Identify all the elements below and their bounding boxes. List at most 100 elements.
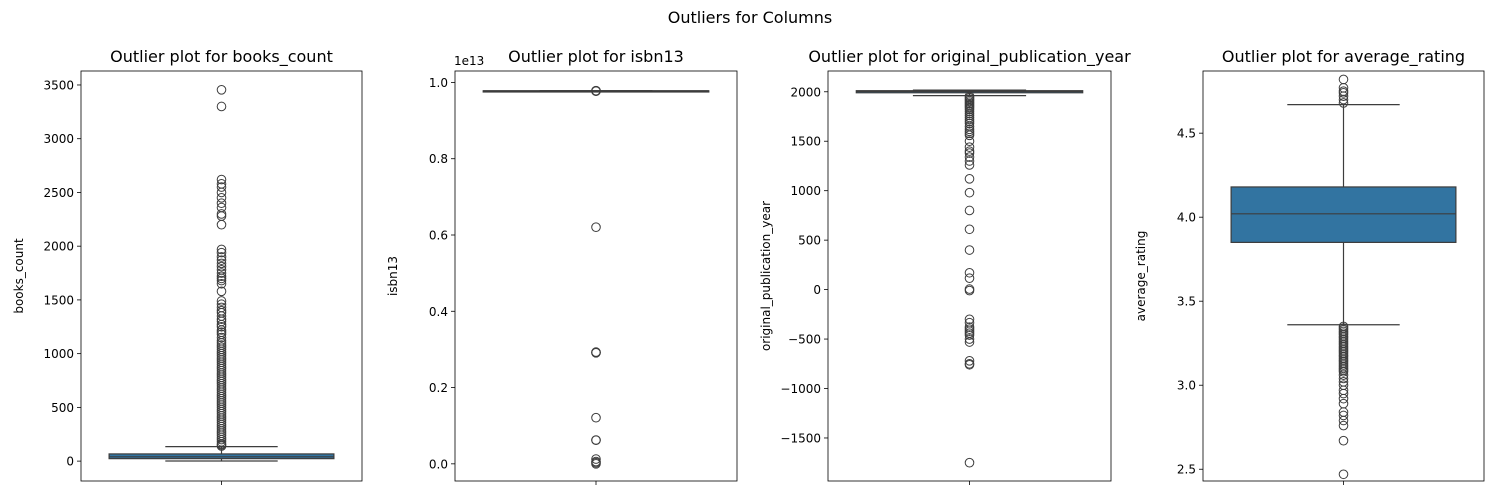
outlier-point (1338, 435, 1349, 446)
outlier-point (1338, 410, 1349, 421)
outlier-point (216, 198, 227, 208)
subplot-4: Outlier plot for average_rating average_r… (1134, 47, 1485, 485)
outlier-point (216, 187, 227, 198)
subplot-1: Outlier plot for books_count books_count 0… (12, 47, 363, 485)
outlier-point (1338, 398, 1349, 409)
outlier-point (964, 142, 975, 152)
outlier-point (964, 356, 975, 366)
y-tick-label: 4.5 (1177, 127, 1196, 141)
outlier-point (964, 148, 975, 158)
y-tick-label: −500 (788, 333, 821, 347)
outlier-point (964, 337, 975, 347)
outlier-point (591, 435, 601, 445)
outlier-point (216, 261, 227, 272)
y-tick-label: 0.4 (429, 305, 448, 319)
y-tick-label: 3000 (43, 132, 74, 146)
y-tick-label: 2000 (43, 240, 74, 254)
y-axis-label: isbn13 (386, 256, 400, 296)
y-axis-label: original_publication_year (759, 201, 773, 351)
y-tick-label: 0 (66, 455, 74, 469)
y-tick-label: 0.0 (429, 457, 448, 471)
axes-frame (827, 70, 1112, 482)
outlier-point (216, 275, 227, 286)
outlier-point (1338, 98, 1349, 108)
outlier-point (964, 267, 975, 278)
outlier-point (964, 224, 975, 235)
outlier-point (1338, 388, 1349, 399)
y-tick-label: 4.0 (1177, 211, 1196, 225)
y-tick-label: 500 (798, 234, 821, 248)
outlier-point (216, 85, 227, 95)
outlier-point (216, 436, 227, 447)
y-tick-label: 2.5 (1177, 463, 1196, 477)
outlier-point (216, 441, 227, 451)
outlier-point (216, 247, 227, 258)
outlier-point (591, 454, 601, 464)
outlier-point (964, 359, 975, 370)
outlier-point (1338, 370, 1349, 380)
outlier-point (216, 174, 227, 185)
outlier-point (964, 136, 975, 147)
outlier-point (216, 219, 227, 230)
outlier-point (216, 182, 227, 192)
outlier-point (216, 244, 227, 255)
outlier-point (964, 273, 975, 284)
y-offset-text: 1e13 (454, 54, 484, 68)
outlier-point (1338, 88, 1349, 98)
outlier-point (591, 86, 601, 97)
axes-frame (80, 70, 363, 482)
y-tick-label: 1500 (790, 135, 821, 149)
y-axis-label: books_count (12, 238, 26, 314)
outlier-point (216, 252, 227, 262)
outlier-point (216, 193, 227, 203)
axes-frame (1202, 70, 1485, 482)
y-tick-label: −1000 (780, 382, 821, 396)
outlier-point (964, 160, 975, 170)
outlier-point (216, 434, 227, 445)
y-tick-label: 2500 (43, 186, 74, 200)
outlier-point (964, 245, 975, 255)
outlier-point (964, 330, 975, 340)
y-tick-label: 0 (813, 283, 821, 297)
outlier-point (1338, 393, 1349, 404)
outlier-point (964, 314, 975, 325)
outlier-point (591, 348, 601, 358)
subplot-title: Outlier plot for books_count (110, 47, 333, 67)
outlier-point (216, 101, 227, 112)
outlier-point (1338, 366, 1349, 377)
axes-frame (454, 70, 738, 482)
outlier-point (216, 211, 227, 221)
subplot-3: Outlier plot for original_publication_ye… (759, 47, 1131, 485)
outlier-point (1338, 74, 1349, 85)
outlier-point (964, 187, 975, 198)
outlier-point (964, 156, 975, 166)
y-tick-label: −1500 (780, 431, 821, 445)
y-tick-label: 2000 (790, 85, 821, 99)
outlier-point (1338, 420, 1349, 431)
y-tick-label: 0.8 (429, 152, 448, 166)
y-tick-label: 1.0 (429, 76, 448, 90)
outlier-point (591, 412, 601, 423)
outlier-point (216, 258, 227, 269)
outlier-point (1338, 415, 1349, 426)
outlier-point (216, 325, 227, 335)
y-axis-label: average_rating (1134, 231, 1148, 322)
y-tick-label: 0.6 (429, 229, 448, 243)
subplot-2: Outlier plot for isbn13 isbn13 1e13 0.0 0.2 0… (386, 47, 738, 485)
outlier-point (216, 273, 227, 284)
outlier-point (964, 118, 975, 129)
y-tick-label: 3.0 (1177, 379, 1196, 393)
outlier-point (216, 314, 227, 325)
y-tick-label: 1000 (43, 347, 74, 361)
outlier-point (591, 222, 601, 232)
subplot-title: Outlier plot for original_publication_ye… (808, 47, 1131, 67)
outlier-point (1338, 373, 1349, 384)
outlier-point (964, 130, 975, 141)
outlier-point (216, 209, 227, 219)
y-tick-label: 1500 (43, 293, 74, 307)
y-tick-label: 0.2 (429, 381, 448, 395)
box-iqr (1230, 186, 1457, 243)
outlier-point (964, 205, 975, 216)
outlier-point (964, 285, 975, 296)
